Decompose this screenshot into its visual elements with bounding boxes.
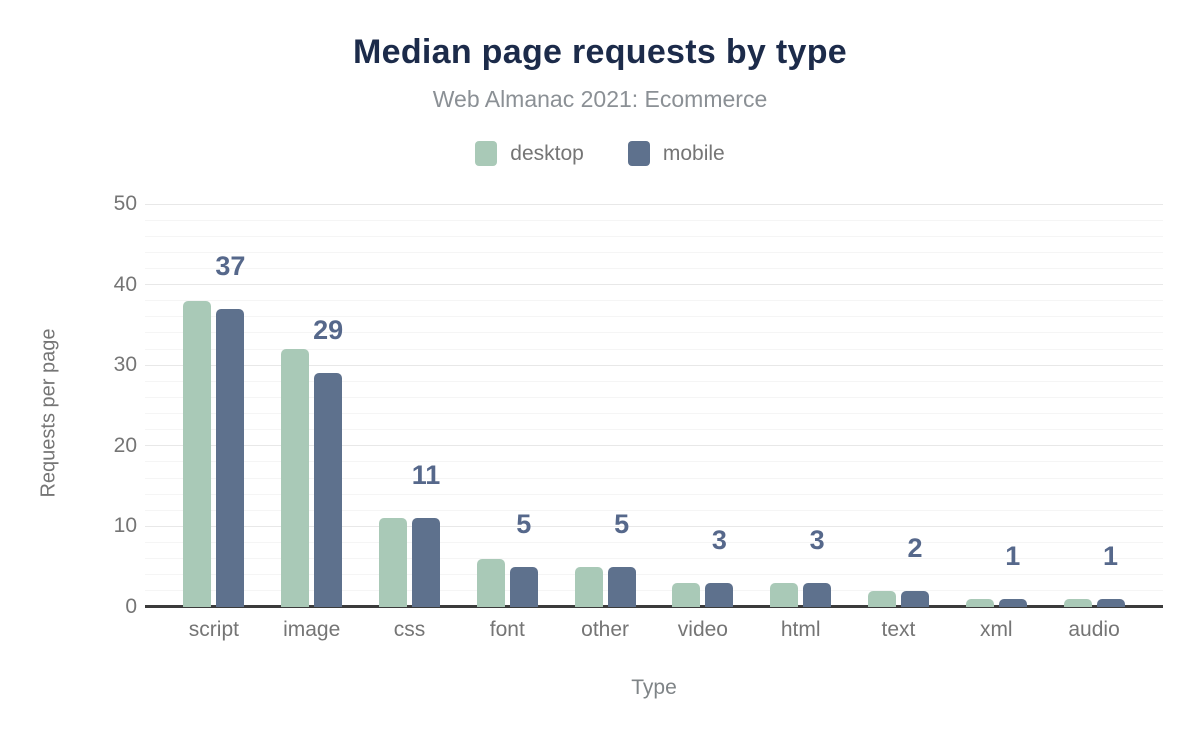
y-tick-label-30: 30 bbox=[113, 353, 137, 377]
bar-value-label-font: 5 bbox=[516, 508, 532, 539]
chart-subtitle: Web Almanac 2021: Ecommerce bbox=[432, 86, 768, 112]
bar-mobile-video: 3 bbox=[705, 525, 734, 607]
gridline-major bbox=[145, 284, 1163, 286]
gridline-minor bbox=[145, 316, 1163, 318]
gridline-minor bbox=[145, 235, 1163, 237]
bar-value-label-script: 37 bbox=[215, 250, 246, 281]
x-tick-label-html: html bbox=[780, 618, 821, 641]
y-tick-label-10: 10 bbox=[113, 514, 137, 538]
bar-mobile-image: 29 bbox=[313, 315, 343, 607]
bar-desktop-font bbox=[476, 558, 505, 607]
gridline-minor bbox=[145, 429, 1163, 431]
gridline-minor bbox=[145, 477, 1163, 479]
bar-group-video: 3 bbox=[654, 204, 752, 607]
gridline-minor bbox=[145, 267, 1163, 269]
gridline-minor bbox=[145, 574, 1163, 576]
bar-desktop-css bbox=[378, 518, 407, 607]
x-axis-tick-labels: script image css font other video html text xml a… bbox=[145, 618, 1163, 642]
gridline-minor bbox=[145, 396, 1163, 398]
bar-group-script: 37 bbox=[165, 204, 263, 607]
gridline-minor bbox=[145, 348, 1163, 350]
x-axis-line bbox=[145, 605, 1163, 608]
x-tick-label-other: other bbox=[581, 618, 630, 641]
gridline-minor bbox=[145, 590, 1163, 592]
gridline-minor bbox=[145, 219, 1163, 221]
bar-group-image: 29 bbox=[263, 204, 361, 607]
y-tick-label-20: 20 bbox=[113, 433, 137, 457]
bar-desktop-image bbox=[281, 349, 310, 607]
bar-desktop-other bbox=[574, 566, 603, 607]
y-tick-label-0: 0 bbox=[125, 595, 137, 618]
gridline-minor bbox=[145, 493, 1163, 495]
bar-desktop-script bbox=[183, 300, 212, 607]
y-tick-label-40: 40 bbox=[113, 272, 137, 296]
gridline-minor bbox=[145, 332, 1163, 334]
bar-value-label-image: 29 bbox=[313, 315, 344, 346]
y-axis-ticks: 0 10 20 30 40 50 bbox=[0, 192, 137, 618]
gridline-minor bbox=[145, 509, 1163, 511]
bar-group-font: 5 bbox=[458, 204, 556, 607]
gridline-major bbox=[145, 445, 1163, 447]
bar-group-text: 2 bbox=[850, 204, 948, 607]
gridline-major bbox=[145, 525, 1163, 527]
bar-mobile-text: 2 bbox=[900, 533, 929, 607]
y-tick-label-50: 50 bbox=[113, 192, 137, 215]
x-tick-label-css: css bbox=[393, 618, 426, 641]
legend-item-desktop: desktop bbox=[475, 141, 584, 166]
x-tick-label-xml: xml bbox=[979, 618, 1013, 641]
bar-desktop-text bbox=[867, 590, 896, 607]
bar-value-label-audio: 1 bbox=[1103, 540, 1119, 571]
bar-value-label-other: 5 bbox=[614, 508, 630, 539]
mobile-swatch-icon bbox=[627, 141, 650, 166]
x-tick-label-font: font bbox=[489, 618, 525, 641]
gridline-minor bbox=[145, 542, 1163, 544]
bar-groups: 37 29 11 5 5 3 3 2 1 1 bbox=[145, 204, 1163, 607]
bar-mobile-font: 5 bbox=[509, 509, 538, 607]
bar-group-xml: 1 bbox=[947, 204, 1045, 607]
bar-value-label-text: 2 bbox=[907, 532, 923, 563]
bar-group-html: 3 bbox=[752, 204, 850, 607]
x-tick-label-text: text bbox=[881, 618, 916, 641]
bar-desktop-audio bbox=[1063, 598, 1092, 607]
bar-mobile-xml: 1 bbox=[998, 541, 1027, 607]
gridline-major bbox=[145, 203, 1163, 205]
plot-area: 37 29 11 5 5 3 3 2 1 1 bbox=[145, 203, 1163, 608]
x-axis-title: Type bbox=[631, 676, 677, 699]
gridline-minor bbox=[145, 380, 1163, 382]
bar-value-label-css: 11 bbox=[411, 460, 441, 491]
bar-group-other: 5 bbox=[556, 204, 654, 607]
bar-desktop-xml bbox=[965, 598, 994, 607]
legend: desktop mobile bbox=[0, 141, 1200, 166]
bar-mobile-html: 3 bbox=[803, 525, 832, 607]
gridline-minor bbox=[145, 251, 1163, 253]
gridline-minor bbox=[145, 558, 1163, 560]
legend-label-mobile: mobile bbox=[662, 141, 725, 165]
bar-mobile-other: 5 bbox=[607, 509, 636, 607]
bar-group-audio: 1 bbox=[1045, 204, 1143, 607]
gridline-minor bbox=[145, 461, 1163, 463]
bar-mobile-css: 11 bbox=[412, 460, 440, 607]
bar-mobile-audio: 1 bbox=[1096, 541, 1125, 607]
gridline-major bbox=[145, 364, 1163, 366]
x-tick-label-video: video bbox=[677, 618, 728, 641]
bar-value-label-xml: 1 bbox=[1005, 540, 1021, 571]
bar-desktop-html bbox=[770, 582, 799, 607]
x-tick-label-image: image bbox=[283, 618, 341, 641]
chart-title: Median page requests by type bbox=[353, 33, 847, 71]
legend-label-desktop: desktop bbox=[510, 141, 584, 165]
bar-value-label-html: 3 bbox=[809, 524, 825, 555]
bar-group-css: 11 bbox=[361, 204, 459, 607]
bar-value-label-video: 3 bbox=[711, 524, 727, 555]
x-tick-label-script: script bbox=[188, 618, 239, 641]
gridline-minor bbox=[145, 413, 1163, 415]
bar-mobile-script: 37 bbox=[215, 251, 245, 607]
gridline-minor bbox=[145, 300, 1163, 302]
legend-item-mobile: mobile bbox=[627, 141, 725, 166]
bar-desktop-video bbox=[672, 582, 701, 607]
desktop-swatch-icon bbox=[475, 141, 498, 166]
x-tick-label-audio: audio bbox=[1068, 618, 1120, 641]
